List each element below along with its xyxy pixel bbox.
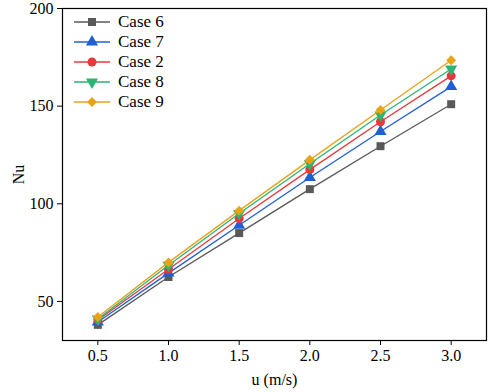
svg-text:Nu: Nu xyxy=(10,165,27,185)
svg-text:200: 200 xyxy=(30,0,54,17)
svg-text:3.0: 3.0 xyxy=(441,347,461,364)
svg-text:100: 100 xyxy=(30,195,54,212)
svg-text:1.0: 1.0 xyxy=(159,347,179,364)
html-text:Case 9: Case 9 xyxy=(118,92,164,111)
svg-text:2.0: 2.0 xyxy=(300,347,320,364)
html-text:Case 7: Case 7 xyxy=(118,32,164,51)
html-text:Case 2: Case 2 xyxy=(118,52,164,71)
svg-text:0.5: 0.5 xyxy=(88,347,108,364)
svg-text:50: 50 xyxy=(38,293,54,310)
svg-text:150: 150 xyxy=(30,97,54,114)
svg-text:1.5: 1.5 xyxy=(229,347,249,364)
svg-text:u (m/s): u (m/s) xyxy=(252,371,298,389)
html-text:Case 6: Case 6 xyxy=(118,12,164,31)
html-text:Case 8: Case 8 xyxy=(118,72,164,91)
svg-text:2.5: 2.5 xyxy=(371,347,391,364)
